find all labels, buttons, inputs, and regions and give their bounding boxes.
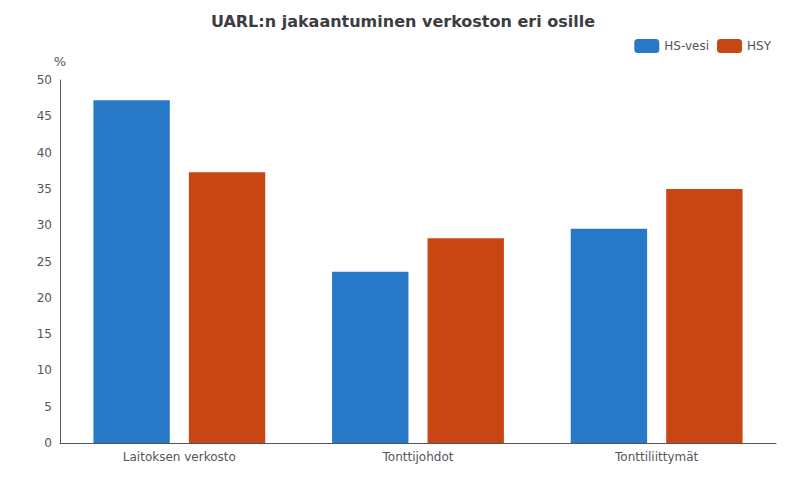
svg-text:25: 25 [37, 255, 52, 269]
svg-text:30: 30 [37, 218, 52, 232]
svg-text:0: 0 [44, 436, 52, 450]
svg-text:5: 5 [44, 400, 52, 414]
svg-text:HS-vesi: HS-vesi [664, 39, 709, 53]
svg-text:15: 15 [37, 327, 52, 341]
svg-text:HSY: HSY [747, 39, 772, 53]
svg-text:50: 50 [37, 73, 52, 87]
svg-text:Laitoksen verkosto: Laitoksen verkosto [123, 450, 236, 464]
svg-text:%: % [54, 54, 66, 69]
svg-text:20: 20 [37, 291, 52, 305]
svg-text:35: 35 [37, 182, 52, 196]
svg-text:45: 45 [37, 109, 52, 123]
svg-text:40: 40 [37, 146, 52, 160]
svg-text:UARL:n jakaantuminen verkoston: UARL:n jakaantuminen verkoston eri osill… [211, 12, 595, 31]
svg-text:10: 10 [37, 363, 52, 377]
svg-text:Tonttijohdot: Tonttijohdot [382, 450, 454, 464]
svg-text:Tonttiliittymät: Tonttiliittymät [614, 450, 699, 464]
